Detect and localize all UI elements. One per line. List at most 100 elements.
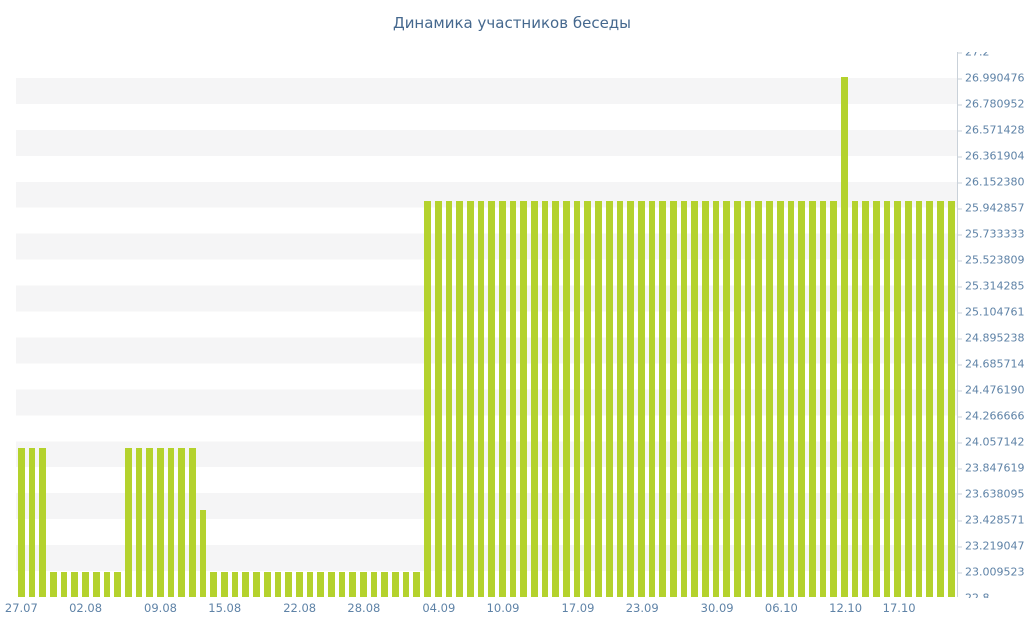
bar[interactable] (509, 200, 517, 597)
bar[interactable] (808, 200, 816, 597)
bar[interactable] (680, 200, 688, 597)
bar[interactable] (274, 572, 282, 597)
bar[interactable] (295, 572, 303, 597)
x-axis-label: 23.09 (625, 601, 659, 615)
bar[interactable] (114, 572, 121, 597)
bar[interactable] (349, 572, 356, 597)
plot-area (16, 52, 958, 597)
bar[interactable] (167, 448, 175, 597)
bar[interactable] (691, 200, 698, 597)
bar[interactable] (402, 572, 410, 597)
x-axis-label: 17.09 (561, 601, 595, 615)
bar[interactable] (659, 200, 666, 597)
bar[interactable] (178, 448, 185, 597)
bar[interactable] (541, 200, 549, 597)
bar[interactable] (873, 200, 880, 597)
bar[interactable] (434, 200, 442, 597)
bar[interactable] (584, 200, 592, 597)
bar[interactable] (905, 200, 912, 597)
bar[interactable] (648, 200, 656, 597)
bar[interactable] (520, 200, 527, 597)
bar[interactable] (18, 448, 25, 597)
bar[interactable] (563, 200, 570, 597)
bar[interactable] (915, 200, 923, 597)
bar[interactable] (456, 200, 463, 597)
bar[interactable] (135, 448, 143, 597)
bar[interactable] (840, 76, 848, 597)
bar[interactable] (605, 200, 613, 597)
x-axis-label: 30.09 (700, 601, 734, 615)
x-axis-label: 02.08 (69, 601, 103, 615)
bar[interactable] (798, 200, 805, 597)
bar[interactable] (488, 200, 495, 597)
bar[interactable] (531, 200, 538, 597)
x-axis-label: 09.08 (144, 601, 177, 615)
bar[interactable] (755, 200, 763, 597)
x-axis-label: 04.09 (422, 601, 456, 615)
bar[interactable] (124, 448, 132, 597)
bar[interactable] (552, 200, 560, 597)
bar[interactable] (253, 572, 260, 597)
bar[interactable] (156, 448, 164, 597)
bar[interactable] (50, 572, 57, 597)
bar[interactable] (723, 200, 731, 597)
bar[interactable] (381, 572, 389, 597)
bar[interactable] (627, 200, 634, 597)
y-axis-label: 25.942857 (958, 202, 1024, 215)
bar[interactable] (39, 448, 47, 597)
x-axis-label: 10.09 (486, 601, 520, 615)
bar[interactable] (242, 572, 250, 597)
bar[interactable] (146, 448, 153, 597)
bar[interactable] (744, 200, 752, 597)
bar[interactable] (370, 572, 378, 597)
bar[interactable] (424, 200, 431, 597)
bar[interactable] (734, 200, 741, 597)
bar[interactable] (466, 200, 474, 597)
bar[interactable] (338, 572, 346, 597)
x-axis-label: 22.08 (283, 601, 317, 615)
bar[interactable] (702, 200, 709, 597)
bar[interactable] (263, 572, 271, 597)
y-axis-label: 24.057142 (958, 436, 1024, 449)
bar[interactable] (947, 200, 955, 597)
bar[interactable] (445, 200, 453, 597)
bar[interactable] (819, 200, 827, 597)
bar[interactable] (851, 200, 859, 597)
bar[interactable] (210, 572, 218, 597)
bar[interactable] (766, 200, 773, 597)
bar[interactable] (669, 200, 677, 597)
bar[interactable] (103, 572, 111, 597)
bar[interactable] (498, 200, 506, 597)
bar[interactable] (712, 200, 720, 597)
y-axis-label: 24.266666 (958, 410, 1024, 423)
bar[interactable] (616, 200, 624, 597)
bar[interactable] (637, 200, 645, 597)
bar[interactable] (937, 200, 944, 597)
bar[interactable] (894, 200, 902, 597)
bar[interactable] (327, 572, 335, 597)
bar[interactable] (862, 200, 869, 597)
bar[interactable] (60, 572, 68, 597)
bar[interactable] (883, 200, 891, 597)
bar[interactable] (92, 572, 100, 597)
bar[interactable] (285, 572, 292, 597)
bar[interactable] (787, 200, 795, 597)
bar[interactable] (231, 572, 239, 597)
bar[interactable] (595, 200, 602, 597)
bar[interactable] (360, 572, 367, 597)
bar[interactable] (28, 448, 36, 597)
bar[interactable] (926, 200, 934, 597)
bar[interactable] (189, 448, 196, 597)
bar[interactable] (71, 572, 79, 597)
bar[interactable] (776, 200, 784, 597)
bar[interactable] (82, 572, 89, 597)
bar[interactable] (477, 200, 485, 597)
bar[interactable] (413, 572, 421, 597)
bar[interactable] (221, 572, 228, 597)
bar[interactable] (317, 572, 324, 597)
bar[interactable] (392, 572, 399, 597)
bar[interactable] (830, 200, 837, 597)
bar[interactable] (306, 572, 314, 597)
bar[interactable] (199, 510, 207, 597)
bar[interactable] (573, 200, 581, 597)
